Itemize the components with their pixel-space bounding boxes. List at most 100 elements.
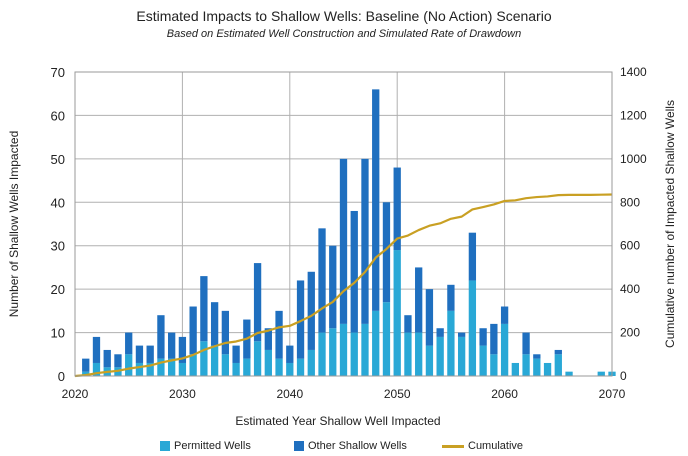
bar-other [554, 349, 562, 355]
bar-permitted [522, 354, 530, 376]
bar-permitted [382, 302, 391, 376]
legend-cumulative: Cumulative [442, 440, 523, 452]
legend-other: Other Shallow Wells [294, 440, 407, 452]
bar-other [500, 306, 509, 324]
bar-other [103, 349, 111, 368]
bar-other [479, 328, 487, 346]
bar-permitted [533, 358, 541, 376]
bar-other [415, 267, 423, 333]
bar-permitted [92, 362, 101, 376]
bar-permitted [135, 362, 144, 376]
y-tick-label: 10 [51, 326, 65, 341]
bar-other [210, 302, 219, 346]
y-tick-label: 20 [51, 282, 65, 297]
y2-axis-label: Cumulative number of Impacted Shallow We… [663, 100, 677, 348]
bar-permitted [393, 250, 401, 376]
legend-permitted: Permitted Wells [160, 440, 251, 452]
bar-other [189, 306, 197, 355]
y-tick-label: 0 [58, 369, 65, 384]
bar-other [393, 167, 401, 251]
bar-permitted [350, 332, 358, 376]
y2-tick-label: 1200 [620, 108, 647, 122]
bar-permitted [168, 358, 176, 376]
bar-other [307, 271, 315, 350]
bar-permitted [307, 349, 315, 376]
y-axis-label: Number of Shallow Wells Impacted [7, 131, 21, 318]
bar-permitted [243, 358, 251, 376]
bar-permitted [329, 328, 337, 376]
bar-other [253, 263, 262, 342]
y-tick-label: 70 [51, 65, 65, 80]
y2-tick-label: 1000 [620, 152, 647, 166]
y-tick-label: 60 [51, 108, 65, 123]
bar-permitted [210, 345, 219, 376]
bar-permitted [286, 362, 294, 376]
bar-other [372, 89, 380, 311]
legend-permitted-swatch [160, 441, 170, 451]
bar-other [157, 315, 165, 359]
x-tick-label: 2040 [276, 387, 303, 401]
bar-permitted [372, 310, 380, 376]
bar-other [447, 284, 455, 311]
bar-other [425, 289, 434, 346]
y2-tick-label: 0 [620, 369, 627, 383]
legend-permitted-label: Permitted Wells [174, 440, 251, 452]
x-axis-label: Estimated Year Shallow Well Impacted [235, 414, 440, 428]
bar-other [533, 354, 541, 359]
y2-tick-label: 400 [620, 282, 640, 296]
bar-permitted [565, 371, 573, 376]
bar-other [168, 332, 176, 359]
bar-series [82, 89, 616, 376]
bar-permitted [554, 354, 562, 376]
bar-other [339, 158, 348, 324]
bar-permitted [221, 354, 230, 376]
bar-other [82, 358, 90, 372]
x-tick-label: 2050 [384, 387, 411, 401]
y2-tick-label: 1400 [620, 65, 647, 79]
bar-permitted [296, 358, 305, 376]
bar-other [232, 345, 240, 363]
bar-permitted [490, 354, 498, 376]
cumulative-line-layer [74, 193, 613, 378]
bar-permitted [500, 323, 509, 376]
x-tick-label: 2020 [62, 387, 89, 401]
legend-cumulative-swatch [442, 444, 464, 448]
bar-other [221, 310, 230, 355]
y2-tick-label: 200 [620, 326, 640, 340]
plot-frame [74, 71, 613, 377]
x-tick-label: 2070 [599, 387, 626, 401]
bar-other [286, 345, 294, 363]
bar-permitted [597, 371, 605, 376]
bar-permitted [178, 362, 187, 376]
bar-permitted [264, 349, 272, 376]
bar-permitted [200, 341, 208, 376]
legend-cumulative-label: Cumulative [468, 440, 524, 452]
bar-permitted [511, 362, 519, 376]
bar-other [135, 345, 144, 363]
axes: 0 0 10 200 20 400 30 600 40 800 50 1000 60 1200 70 1400… [51, 65, 647, 401]
y-tick-label: 30 [51, 239, 65, 254]
bar-permitted [275, 358, 283, 376]
chart-subtitle: Based on Estimated Well Construction and… [166, 28, 522, 40]
bar-permitted [125, 354, 133, 376]
bar-permitted [318, 332, 326, 376]
bar-permitted [479, 345, 487, 376]
bar-other [92, 336, 101, 363]
bar-permitted [339, 323, 348, 376]
y-tick-label: 40 [51, 195, 65, 210]
bar-permitted [543, 362, 552, 376]
bar-other [125, 332, 133, 355]
bar-permitted [457, 336, 466, 376]
bar-other [436, 328, 444, 337]
bar-permitted [415, 332, 423, 376]
bar-permitted [146, 362, 154, 376]
bar-permitted [82, 371, 90, 376]
bar-permitted [425, 345, 434, 376]
bar-other [264, 328, 272, 350]
bar-permitted [447, 310, 455, 376]
bar-other [457, 332, 466, 337]
bar-other [296, 280, 305, 359]
bar-permitted [404, 332, 412, 376]
bar-other [146, 345, 154, 363]
